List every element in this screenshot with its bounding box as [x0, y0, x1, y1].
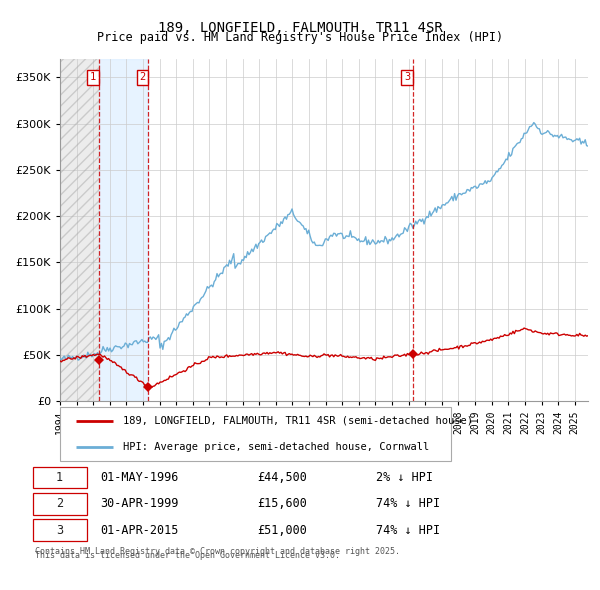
Text: 189, LONGFIELD, FALMOUTH, TR11 4SR: 189, LONGFIELD, FALMOUTH, TR11 4SR — [158, 21, 442, 35]
FancyBboxPatch shape — [60, 407, 451, 461]
Text: £44,500: £44,500 — [257, 471, 307, 484]
FancyBboxPatch shape — [33, 467, 86, 489]
Text: 74% ↓ HPI: 74% ↓ HPI — [376, 497, 440, 510]
Text: Price paid vs. HM Land Registry's House Price Index (HPI): Price paid vs. HM Land Registry's House … — [97, 31, 503, 44]
Text: 1: 1 — [90, 73, 96, 83]
Text: £51,000: £51,000 — [257, 524, 307, 537]
Text: 189, LONGFIELD, FALMOUTH, TR11 4SR (semi-detached house): 189, LONGFIELD, FALMOUTH, TR11 4SR (semi… — [124, 416, 473, 425]
Text: £15,600: £15,600 — [257, 497, 307, 510]
FancyBboxPatch shape — [33, 493, 86, 514]
Text: 30-APR-1999: 30-APR-1999 — [100, 497, 179, 510]
Text: 74% ↓ HPI: 74% ↓ HPI — [376, 524, 440, 537]
Text: 2: 2 — [140, 73, 146, 83]
Text: 2% ↓ HPI: 2% ↓ HPI — [376, 471, 433, 484]
Text: 01-APR-2015: 01-APR-2015 — [100, 524, 179, 537]
Text: Contains HM Land Registry data © Crown copyright and database right 2025.: Contains HM Land Registry data © Crown c… — [35, 546, 400, 556]
Text: 3: 3 — [56, 524, 63, 537]
Text: This data is licensed under the Open Government Licence v3.0.: This data is licensed under the Open Gov… — [35, 550, 340, 559]
Text: 01-MAY-1996: 01-MAY-1996 — [100, 471, 179, 484]
Bar — [98, 59, 148, 401]
Text: HPI: Average price, semi-detached house, Cornwall: HPI: Average price, semi-detached house,… — [124, 442, 430, 451]
FancyBboxPatch shape — [33, 519, 86, 541]
Text: 1: 1 — [56, 471, 63, 484]
Bar — [60, 59, 98, 401]
Text: 3: 3 — [404, 73, 410, 83]
Text: 2: 2 — [56, 497, 63, 510]
